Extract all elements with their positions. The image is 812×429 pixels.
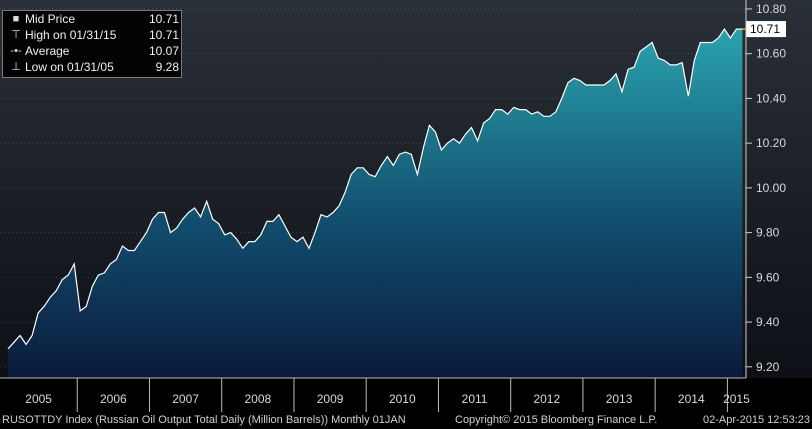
y-axis: 9.20 9.40 9.60 9.80 10.00 10.20 10.40 10.60 10.8… (745, 0, 786, 378)
x-tick-label: 2007 (172, 392, 199, 406)
x-tick-label: 2014 (678, 392, 705, 406)
x-tick-label: 2005 (25, 392, 52, 406)
y-tick-label: 9.80 (756, 226, 780, 240)
x-tick-label: 2008 (244, 392, 271, 406)
series-area (8, 29, 743, 378)
legend-item-high: ⊤ High on 01/31/15 10.71 (7, 27, 185, 43)
x-axis: 2005 2006 2007 2008 2009 2010 2011 2012 2013 2014… (0, 377, 812, 412)
footer: RUSOTTDY Index (Russian Oil Output Total… (0, 412, 812, 429)
y-tick-label: 10.00 (756, 181, 786, 195)
y-tick-label: 10.60 (756, 47, 786, 61)
last-value-box (746, 21, 786, 38)
legend: ■ Mid Price 10.71 ⊤ High on 01/31/15 10.… (2, 10, 182, 78)
last-value-label: 10.71 (750, 22, 780, 36)
legend-value: 10.71 (148, 12, 179, 26)
x-tick-label: 2006 (100, 392, 127, 406)
x-tick-label: 2015 (723, 392, 750, 406)
y-tick-label: 9.60 (756, 270, 780, 284)
low-marker-icon: ⊥ (11, 61, 21, 73)
legend-label: Average (25, 44, 70, 58)
x-tick-label: 2012 (533, 392, 560, 406)
legend-item-mid-price: ■ Mid Price 10.71 (7, 11, 185, 27)
legend-label: Mid Price (25, 12, 76, 26)
legend-item-low: ⊥ Low on 01/31/05 9.28 (7, 59, 185, 75)
legend-label: High on 01/31/15 (25, 28, 117, 42)
footer-copyright: Copyright© 2015 Bloomberg Finance L.P. (455, 414, 658, 426)
y-tick-label: 10.40 (756, 91, 786, 105)
y-tick-label: 10.80 (756, 2, 786, 16)
y-tick-label: 9.40 (756, 315, 780, 329)
y-tick-label: 9.20 (756, 360, 780, 374)
series-area-layer: 10.71 (7, 21, 786, 378)
legend-label: Low on 01/31/05 (25, 60, 114, 74)
series-line (7, 28, 743, 350)
footer-security-label: RUSOTTDY Index (Russian Oil Output Total… (2, 414, 406, 426)
x-tick-label: 2009 (317, 392, 344, 406)
x-tick-label: 2011 (462, 392, 488, 406)
average-marker-icon: -•- (10, 45, 22, 57)
footer-timestamp: 02-Apr-2015 12:53:23 (702, 414, 810, 426)
legend-value: 9.28 (155, 60, 179, 74)
mid-price-square-icon: ■ (12, 13, 20, 25)
x-tick-label: 2010 (389, 392, 416, 406)
y-tick-label: 10.20 (756, 136, 786, 150)
legend-item-average: -•- Average 10.07 (7, 43, 185, 59)
legend-value: 10.07 (148, 44, 179, 58)
x-axis-band (0, 378, 812, 412)
chart-canvas: 10.71 9.20 9.40 9.60 9.80 10.00 10.20 10.40 10.… (0, 0, 812, 412)
high-marker-icon: ⊤ (11, 29, 21, 41)
legend-value: 10.71 (148, 28, 179, 42)
x-tick-label: 2013 (606, 392, 633, 406)
